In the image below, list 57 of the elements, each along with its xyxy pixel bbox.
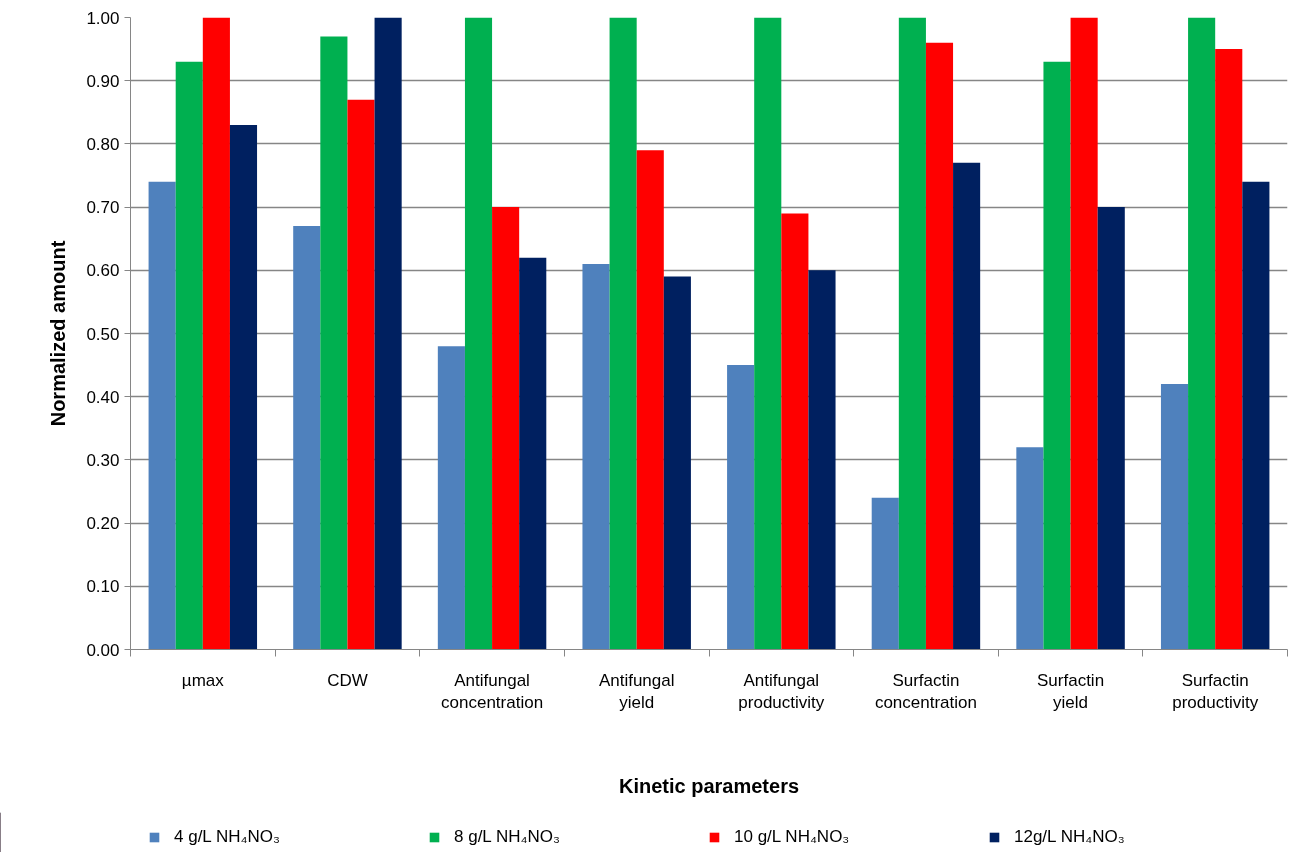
bar: [492, 207, 520, 650]
bar: [1188, 17, 1216, 650]
bar: [1070, 17, 1098, 650]
bar: [293, 226, 321, 650]
x-tick-label: Surfactin yield: [1037, 670, 1105, 713]
bar: [582, 263, 610, 650]
bar: [148, 181, 176, 650]
x-tick-label: Surfactin concentration: [874, 670, 977, 713]
bar: [175, 61, 203, 650]
y-tick-label: 0.50: [86, 324, 120, 344]
bar: [609, 17, 637, 650]
bar: [754, 17, 782, 650]
bar: [320, 36, 348, 650]
x-tick-label: Antifungal concentration: [441, 670, 544, 713]
x-tick-label: Antifungal productivity: [738, 670, 825, 713]
bar: [871, 497, 899, 650]
legend-label: 12g/L NH₄NO₃: [1014, 827, 1126, 847]
bar: [808, 270, 836, 650]
x-tick-label: Surfactin productivity: [1172, 670, 1259, 713]
bar: [1016, 447, 1044, 650]
bar: [347, 99, 375, 650]
bar: [1097, 207, 1125, 650]
bar: [1160, 384, 1189, 650]
bar: [464, 17, 493, 650]
y-tick-label: 0.40: [86, 387, 120, 407]
y-tick-label: 0.90: [86, 71, 120, 91]
y-tick-label: 1.00: [86, 8, 120, 28]
bar: [1215, 49, 1243, 650]
y-tick-label: 0.00: [86, 640, 120, 660]
bar: [727, 365, 755, 650]
legend-label: 8 g/L NH₄NO₃: [454, 827, 561, 847]
y-tick-label: 0.10: [86, 577, 120, 597]
y-tick-label: 0.20: [86, 514, 120, 534]
y-tick-label: 0.80: [86, 134, 120, 154]
bar: [636, 150, 664, 650]
x-tick-label: Antifungal yield: [598, 670, 675, 713]
y-tick-label: 0.70: [86, 198, 120, 218]
y-tick-label: 0.60: [86, 261, 120, 281]
bar: [781, 213, 809, 650]
y-axis-title: Normalized amount: [47, 240, 70, 427]
bar: [229, 124, 258, 650]
bar: [898, 17, 926, 650]
bar: [925, 42, 954, 650]
y-tick-label: 0.30: [86, 450, 120, 470]
x-tick-label: µmax: [181, 670, 225, 690]
bar: [663, 276, 691, 650]
bar: [437, 346, 465, 650]
bar: [953, 162, 981, 650]
bar: [1242, 181, 1270, 650]
bar: [374, 17, 402, 650]
bar: [519, 257, 547, 650]
x-tick-label: CDW: [327, 670, 368, 690]
bar: [202, 17, 230, 650]
x-axis-title: Kinetic parameters: [618, 775, 800, 798]
legend-label: 4 g/L NH₄NO₃: [174, 827, 281, 847]
bar: [1043, 61, 1071, 650]
legend-label: 10 g/L NH₄NO₃: [734, 827, 851, 847]
